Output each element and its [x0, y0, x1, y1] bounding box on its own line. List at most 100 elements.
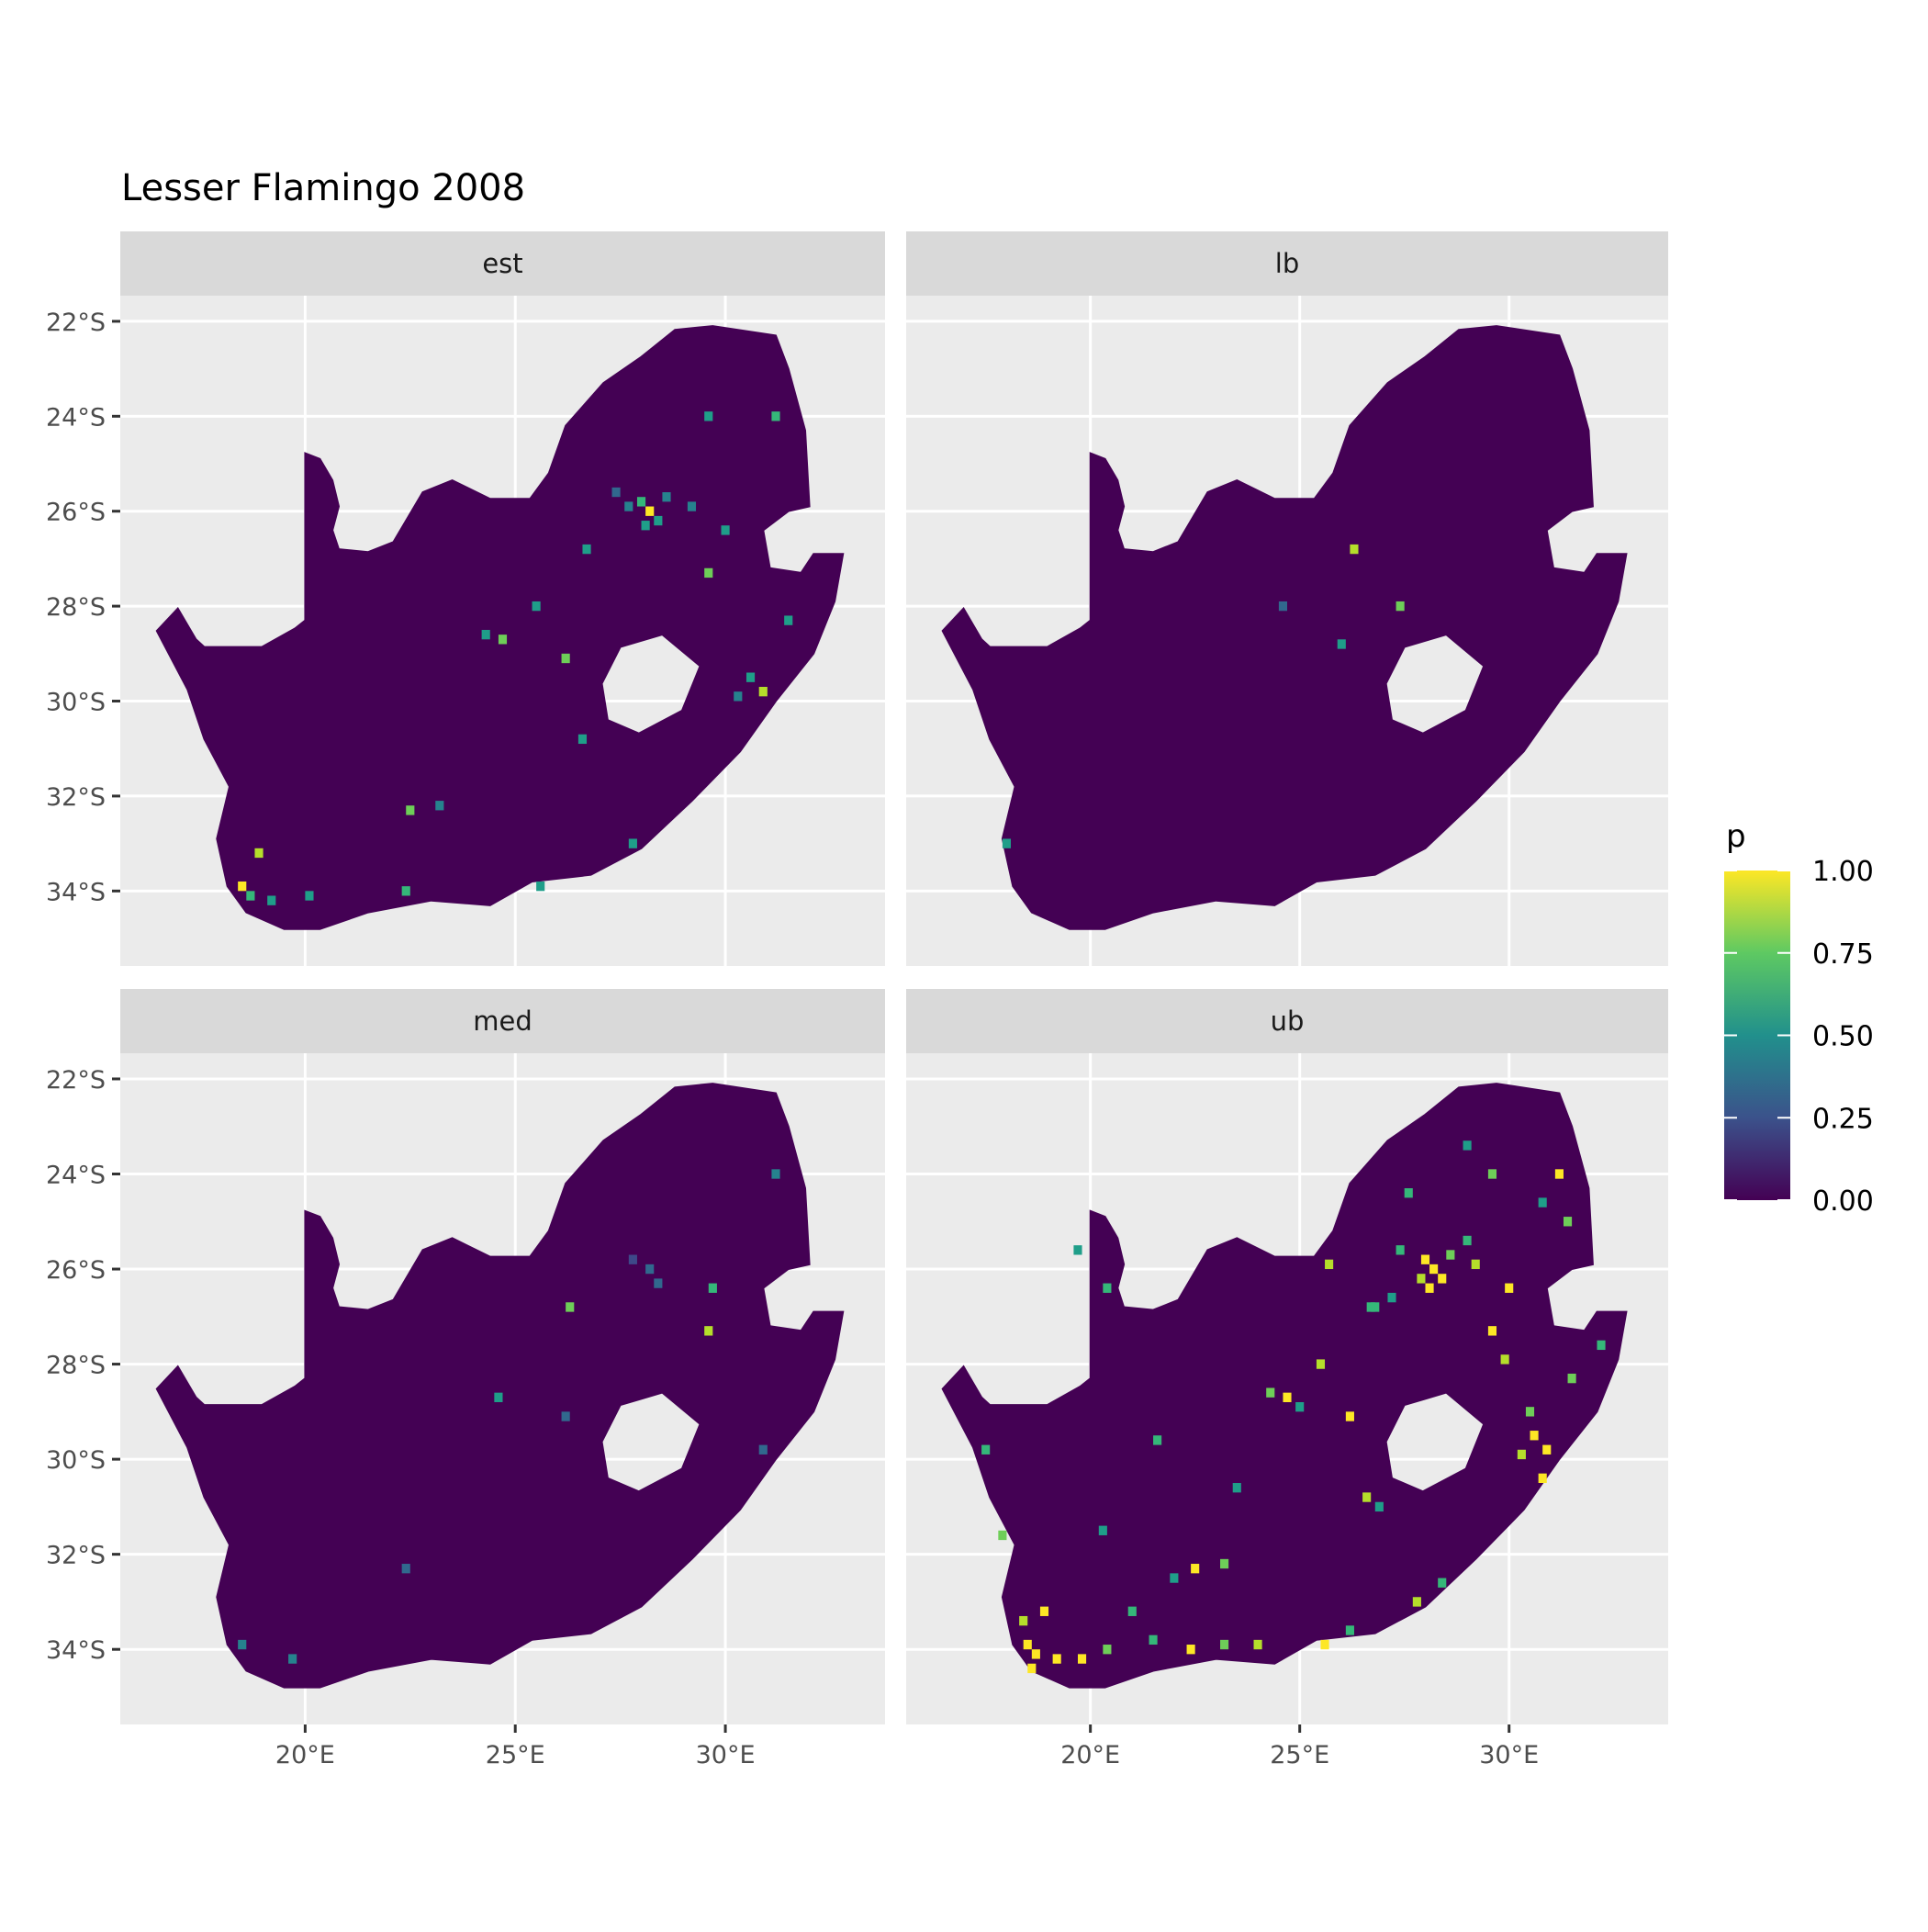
raster-cell — [611, 487, 621, 498]
raster-cell — [628, 838, 637, 848]
raster-cell — [498, 635, 508, 645]
raster-cell — [654, 515, 663, 526]
raster-cell — [1295, 1401, 1305, 1412]
raster-cell — [654, 1278, 663, 1288]
color-legend: p 1.00 0.75 0.50 0.25 0.00 — [1724, 818, 1874, 1218]
raster-cell — [771, 411, 780, 421]
raster-cell — [1505, 1283, 1514, 1293]
raster-cell — [1253, 1639, 1262, 1650]
raster-cell — [1446, 1250, 1455, 1260]
facet-strip — [120, 231, 885, 296]
raster-cell — [1542, 1444, 1552, 1455]
raster-cell — [1362, 1492, 1372, 1502]
raster-cell — [758, 1444, 768, 1455]
raster-cell — [577, 734, 588, 745]
raster-cell — [1052, 1654, 1061, 1664]
y-tick-label: 24°S — [46, 403, 106, 432]
y-tick-label: 32°S — [46, 783, 106, 812]
raster-cell — [1525, 1407, 1535, 1417]
raster-cell — [532, 601, 541, 612]
raster-cell — [1316, 1359, 1326, 1369]
raster-cell — [1191, 1564, 1200, 1574]
legend-tick-label: 1.00 — [1812, 856, 1874, 888]
raster-cell — [267, 895, 276, 905]
raster-cell — [662, 492, 671, 502]
raster-cell — [246, 891, 255, 901]
raster-cell — [1429, 1264, 1439, 1275]
raster-cell — [288, 1654, 297, 1664]
raster-cell — [1325, 1259, 1334, 1270]
facet-label: est — [482, 248, 522, 279]
legend-tick-label: 0.75 — [1812, 938, 1874, 971]
raster-cell — [1500, 1354, 1509, 1365]
raster-cell — [238, 1639, 247, 1650]
raster-cell — [1283, 1392, 1292, 1402]
raster-cell — [435, 801, 444, 811]
facet-panel-ub: ub 20°E 25°E 30°E — [906, 989, 1668, 1769]
raster-cell — [721, 525, 730, 535]
y-tick-label: 32°S — [46, 1542, 106, 1570]
raster-cell — [708, 1283, 717, 1293]
y-tick-label: 30°S — [46, 1446, 106, 1475]
region-raster — [941, 325, 1628, 930]
raster-cell — [1374, 1501, 1384, 1512]
raster-cell — [734, 691, 743, 702]
x-tick-label: 30°E — [696, 1741, 756, 1769]
x-tick-label: 20°E — [275, 1741, 335, 1769]
legend-tick-label: 0.00 — [1812, 1185, 1874, 1218]
facet-strip — [906, 989, 1668, 1053]
region-raster — [155, 325, 845, 930]
raster-cell — [1278, 601, 1287, 612]
raster-cell — [771, 1169, 780, 1179]
raster-cell — [305, 891, 314, 901]
raster-cell — [1396, 1245, 1405, 1255]
raster-cell — [1554, 1169, 1564, 1179]
region-raster — [941, 1083, 1628, 1689]
facet-label: med — [473, 1005, 532, 1037]
raster-cell — [704, 567, 713, 578]
facet-strip — [120, 989, 885, 1053]
raster-cell — [1019, 1615, 1028, 1626]
region-raster — [155, 1083, 845, 1689]
raster-cell — [1412, 1597, 1421, 1607]
x-tick-label: 25°E — [1270, 1741, 1329, 1769]
raster-cell — [704, 411, 713, 421]
raster-cell — [1127, 1606, 1137, 1616]
raster-cell — [582, 544, 591, 555]
raster-cell — [1517, 1449, 1526, 1460]
raster-cell — [645, 1264, 655, 1275]
raster-cell — [1471, 1259, 1480, 1270]
raster-cell — [1098, 1525, 1107, 1535]
legend-tick-label: 0.25 — [1812, 1103, 1874, 1135]
raster-cell — [494, 1392, 503, 1402]
raster-cell — [1538, 1473, 1547, 1484]
raster-cell — [254, 848, 263, 859]
y-tick-label: 28°S — [46, 593, 106, 622]
raster-cell — [784, 615, 793, 625]
raster-cell — [1337, 639, 1346, 649]
raster-cell — [1031, 1649, 1040, 1659]
raster-cell — [645, 506, 655, 516]
legend-title: p — [1726, 818, 1746, 855]
figure-title: Lesser Flamingo 2008 — [121, 167, 525, 209]
raster-cell — [704, 1326, 713, 1336]
raster-cell — [1404, 1188, 1413, 1198]
raster-cell — [561, 653, 570, 664]
raster-cell — [1073, 1245, 1082, 1255]
raster-cell — [1438, 1578, 1447, 1588]
raster-cell — [1186, 1645, 1195, 1655]
y-tick-label: 24°S — [46, 1161, 106, 1189]
x-tick-label: 30°E — [1479, 1741, 1539, 1769]
raster-cell — [1345, 1411, 1354, 1421]
raster-cell — [1345, 1625, 1354, 1635]
raster-cell — [406, 805, 415, 815]
raster-cell — [1417, 1274, 1426, 1284]
raster-cell — [1538, 1197, 1547, 1208]
facet-panel-med: med 22°S 24°S 26°S 28°S 30°S 32°S 34°S 20°E 25°E 3… — [46, 989, 885, 1769]
raster-cell — [1387, 1292, 1396, 1303]
raster-cell — [998, 1530, 1007, 1541]
raster-cell — [1463, 1235, 1472, 1246]
raster-cell — [1366, 1302, 1375, 1312]
raster-cell — [1320, 1639, 1329, 1650]
